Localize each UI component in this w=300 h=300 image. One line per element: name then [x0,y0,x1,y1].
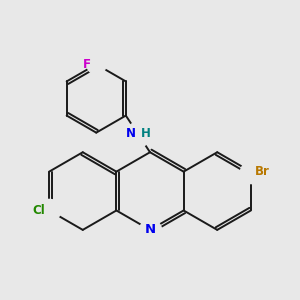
Text: N: N [126,128,136,140]
Text: N: N [144,224,156,236]
Text: H: H [141,128,151,140]
Text: Br: Br [255,165,269,178]
Text: F: F [83,58,91,71]
Text: Cl: Cl [33,204,45,217]
